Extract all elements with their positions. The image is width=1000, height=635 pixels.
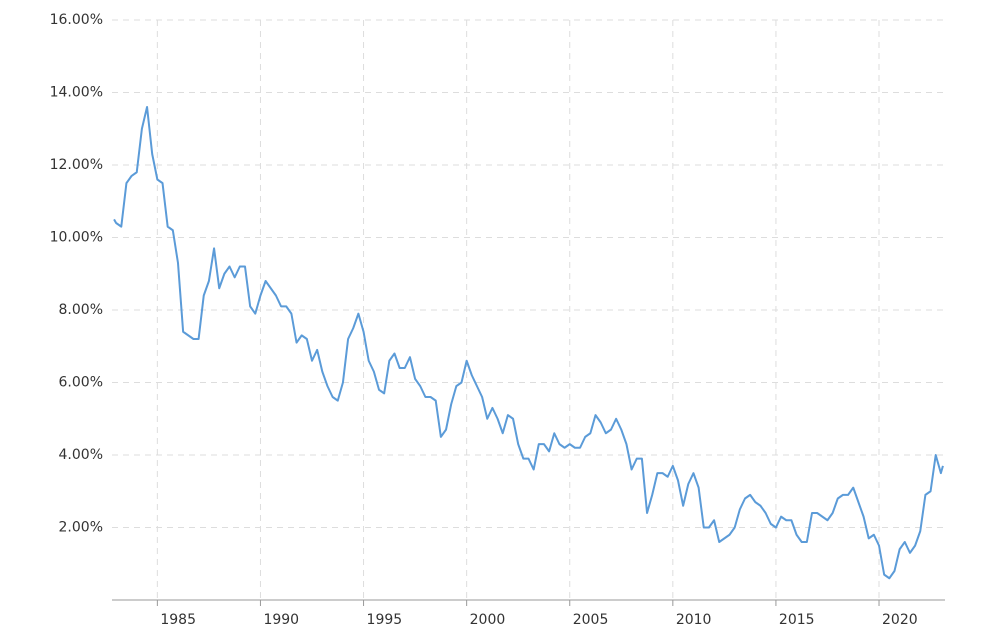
- x-tick-label: 1990: [263, 612, 299, 628]
- x-tick-label: 1995: [367, 612, 403, 628]
- y-tick-label: 4.00%: [59, 447, 103, 463]
- y-tick-label: 8.00%: [59, 302, 103, 318]
- x-tick-label: 2000: [470, 612, 506, 628]
- data-line: [113, 106, 944, 580]
- y-tick-label: 10.00%: [50, 230, 103, 246]
- y-tick-label: 14.00%: [50, 85, 103, 101]
- y-tick-label: 6.00%: [59, 375, 103, 391]
- x-tick-label: 2010: [676, 612, 712, 628]
- x-tick-label: 2015: [779, 612, 815, 628]
- y-tick-label: 16.00%: [50, 12, 103, 28]
- x-tick-label: 2005: [573, 612, 609, 628]
- y-tick-label: 2.00%: [59, 520, 103, 536]
- y-tick-label: 12.00%: [50, 157, 103, 173]
- x-tick-label: 2020: [882, 612, 918, 628]
- x-tick-label: 1985: [160, 612, 196, 628]
